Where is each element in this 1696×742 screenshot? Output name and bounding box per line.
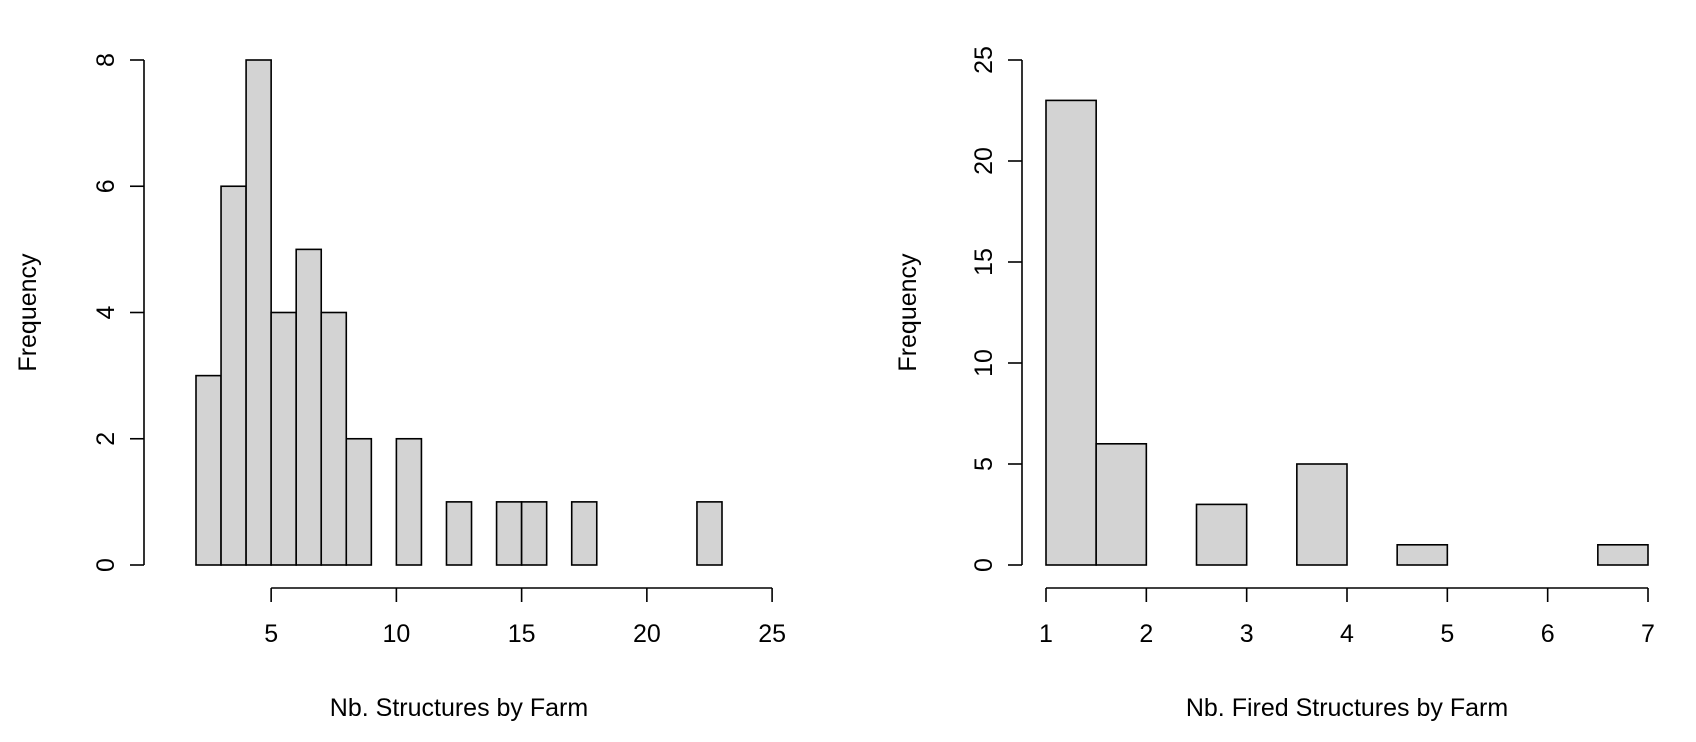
y-tick-label: 5 — [970, 457, 998, 471]
x-ticks-group: 5 10 15 20 25 — [264, 588, 786, 648]
histogram-bar — [270, 311, 297, 566]
histogram-bar — [1095, 442, 1148, 566]
x-tick-label: 7 — [1641, 620, 1655, 648]
histogram-bar — [295, 248, 323, 566]
x-tick-label: 5 — [1440, 620, 1454, 648]
x-tick-label: 5 — [264, 620, 278, 648]
histogram-bar — [1597, 543, 1649, 566]
histogram-bar — [1396, 543, 1449, 566]
x-tick-label: 10 — [382, 620, 410, 648]
x-tick-label: 15 — [508, 620, 536, 648]
y-tick-label: 0 — [92, 558, 120, 572]
y-tick-label: 15 — [970, 248, 998, 276]
histogram-bar — [696, 501, 723, 566]
x-tick-label: 6 — [1541, 620, 1555, 648]
histogram-bar — [1195, 503, 1248, 566]
histogram-bar — [395, 437, 423, 566]
histogram-bar — [570, 501, 598, 566]
y-ticks-group: 0 2 4 6 8 — [92, 53, 144, 572]
histogram-structures-by-farm: 0 2 4 6 8 5 10 15 20 25 Nb. Structures by Farm F… — [14, 53, 786, 722]
x-axis-title: Nb. Structures by Farm — [330, 694, 588, 722]
histogram-bar — [345, 437, 373, 566]
y-tick-label: 0 — [970, 558, 998, 572]
histogram-bar — [195, 374, 222, 566]
histogram-bar — [245, 59, 272, 566]
y-tick-label: 10 — [970, 349, 998, 377]
histogram-bar — [495, 501, 523, 566]
y-axis-title: Frequency — [894, 253, 922, 372]
histogram-fired-structures-by-farm: 0 5 10 15 20 25 1 2 3 4 5 6 7 Nb. Fired Structures … — [894, 46, 1655, 722]
y-ticks-group: 0 5 10 15 20 25 — [970, 46, 1022, 572]
x-tick-label: 20 — [633, 620, 661, 648]
histogram-bar — [520, 501, 548, 566]
bars-group — [195, 59, 723, 566]
histogram-bar — [320, 311, 348, 566]
y-tick-label: 25 — [970, 46, 998, 74]
histogram-bar — [445, 501, 473, 566]
x-tick-label: 1 — [1039, 620, 1053, 648]
x-tick-label: 25 — [758, 620, 786, 648]
y-tick-label: 6 — [92, 179, 120, 193]
y-tick-label: 4 — [92, 305, 120, 319]
x-axis-title: Nb. Fired Structures by Farm — [1186, 694, 1508, 722]
x-tick-label: 4 — [1340, 620, 1354, 648]
x-tick-label: 2 — [1139, 620, 1153, 648]
histogram-bar — [220, 185, 247, 566]
x-tick-label: 3 — [1240, 620, 1254, 648]
y-axis-title: Frequency — [14, 253, 42, 372]
y-tick-label: 20 — [970, 147, 998, 175]
histogram-bar — [1045, 99, 1097, 566]
histogram-bar — [1296, 463, 1348, 566]
y-tick-label: 2 — [92, 432, 120, 446]
y-tick-label: 8 — [92, 53, 120, 67]
x-ticks-group: 1 2 3 4 5 6 7 — [1039, 588, 1655, 648]
bars-group — [1045, 99, 1649, 566]
